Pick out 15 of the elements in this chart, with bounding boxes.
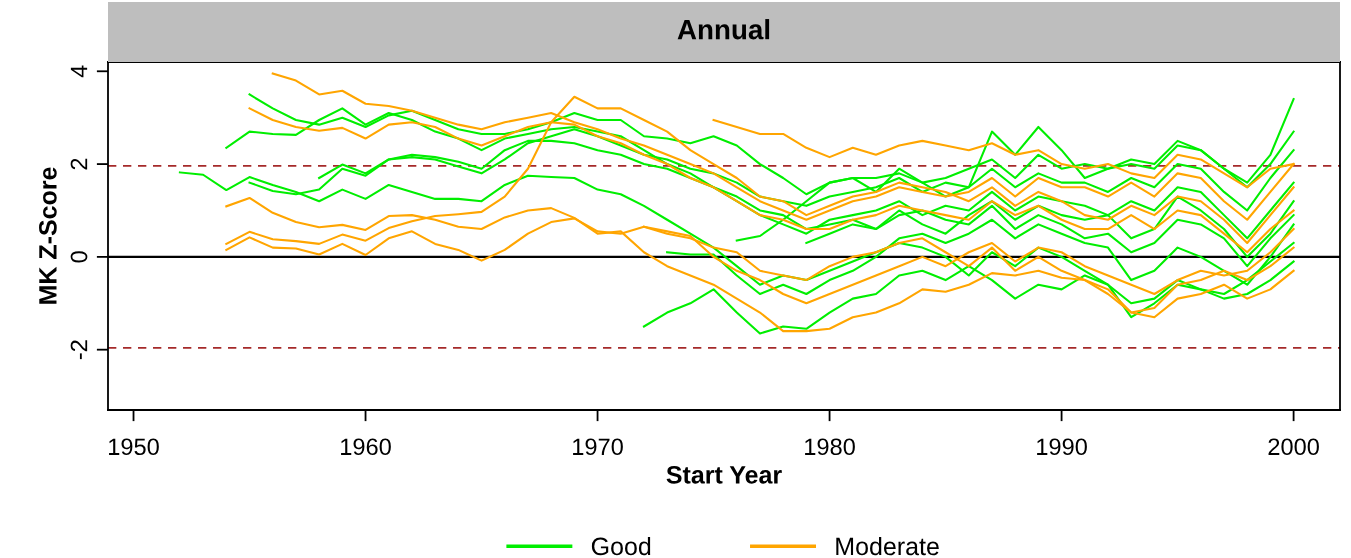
y-tick-label: -2 [70,340,88,360]
y-axis-title: MK Z-Score [39,167,57,304]
chart-title: Annual [677,19,770,40]
x-tick-label: 1980 [805,438,855,456]
x-tick-label: 1990 [1037,438,1087,456]
x-axis-title: Start Year [666,466,782,484]
legend-label: Good [591,536,651,556]
y-tick-label: 0 [70,251,88,263]
x-tick-label: 1950 [109,438,159,456]
x-tick-label: 1970 [573,438,623,456]
y-tick-label: 2 [70,158,88,170]
y-tick-label: 4 [70,65,88,78]
x-tick-label: 1960 [341,438,391,456]
legend-label: Moderate [836,536,939,556]
x-tick-label: 2000 [1268,438,1319,456]
